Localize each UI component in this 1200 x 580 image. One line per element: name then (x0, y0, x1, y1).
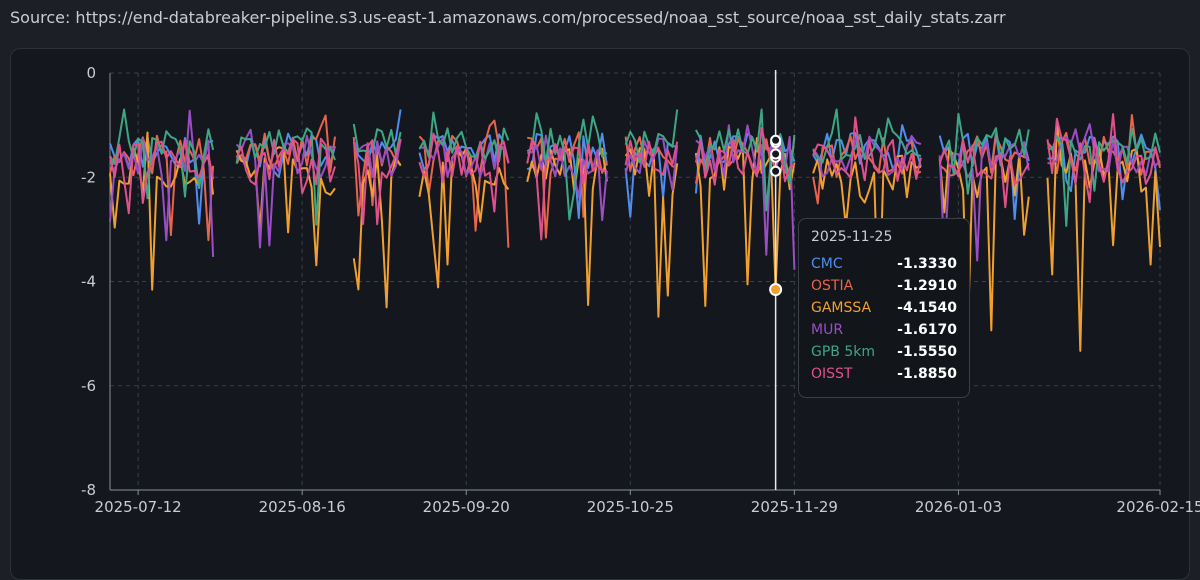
tooltip-series-name: CMC (811, 256, 843, 272)
tooltip-series-name: GPB 5km (811, 344, 875, 360)
tooltip-series-name: MUR (811, 322, 844, 338)
tooltip-row-oisst: OISST -1.8850 (811, 363, 957, 385)
hover-point (770, 165, 782, 177)
tooltip-series-name: OISST (811, 366, 853, 382)
tooltip-series-name: OSTIA (811, 278, 854, 294)
y-tick-label: 0 (86, 64, 96, 82)
tooltip-row-gpb: GPB 5km -1.5550 (811, 341, 957, 363)
tooltip-series-value: -4.1540 (897, 300, 957, 316)
series-line-oisst (109, 113, 1161, 241)
source-label: Source: https://end-databreaker-pipeline… (10, 8, 1006, 27)
hover-point (769, 283, 783, 297)
tooltip-row-gamssa: GAMSSA -4.1540 (811, 297, 957, 319)
y-tick-label: -8 (81, 481, 96, 499)
hover-point (770, 134, 782, 146)
hover-tooltip: 2025-11-25 CMC -1.3330 OSTIA -1.2910 GAM… (798, 218, 970, 398)
x-tick-label: 2025-10-25 (587, 498, 674, 516)
tooltip-row-ostia: OSTIA -1.2910 (811, 275, 957, 297)
y-tick-label: -4 (81, 273, 96, 291)
tooltip-series-value: -1.5550 (897, 344, 957, 360)
x-tick-label: 2026-01-03 (915, 498, 1002, 516)
y-tick-label: -6 (81, 377, 96, 395)
x-tick-label: 2025-09-20 (423, 498, 510, 516)
tooltip-series-value: -1.6170 (897, 322, 957, 338)
x-tick-label: 2025-11-29 (751, 498, 838, 516)
hover-point (770, 148, 782, 160)
tooltip-row-cmc: CMC -1.3330 (811, 253, 957, 275)
tooltip-row-mur: MUR -1.6170 (811, 319, 957, 341)
tooltip-series-value: -1.2910 (897, 278, 957, 294)
x-tick-label: 2025-07-12 (95, 498, 182, 516)
tooltip-series-value: -1.3330 (897, 256, 957, 272)
series-line-mur (109, 109, 1161, 270)
tooltip-series-name: GAMSSA (811, 300, 872, 316)
tooltip-series-value: -1.8850 (897, 366, 957, 382)
x-tick-label: 2025-08-16 (259, 498, 346, 516)
x-tick-label: 2026-02-15 (1116, 498, 1200, 516)
tooltip-date: 2025-11-25 (811, 229, 893, 245)
y-tick-label: -2 (81, 168, 96, 186)
